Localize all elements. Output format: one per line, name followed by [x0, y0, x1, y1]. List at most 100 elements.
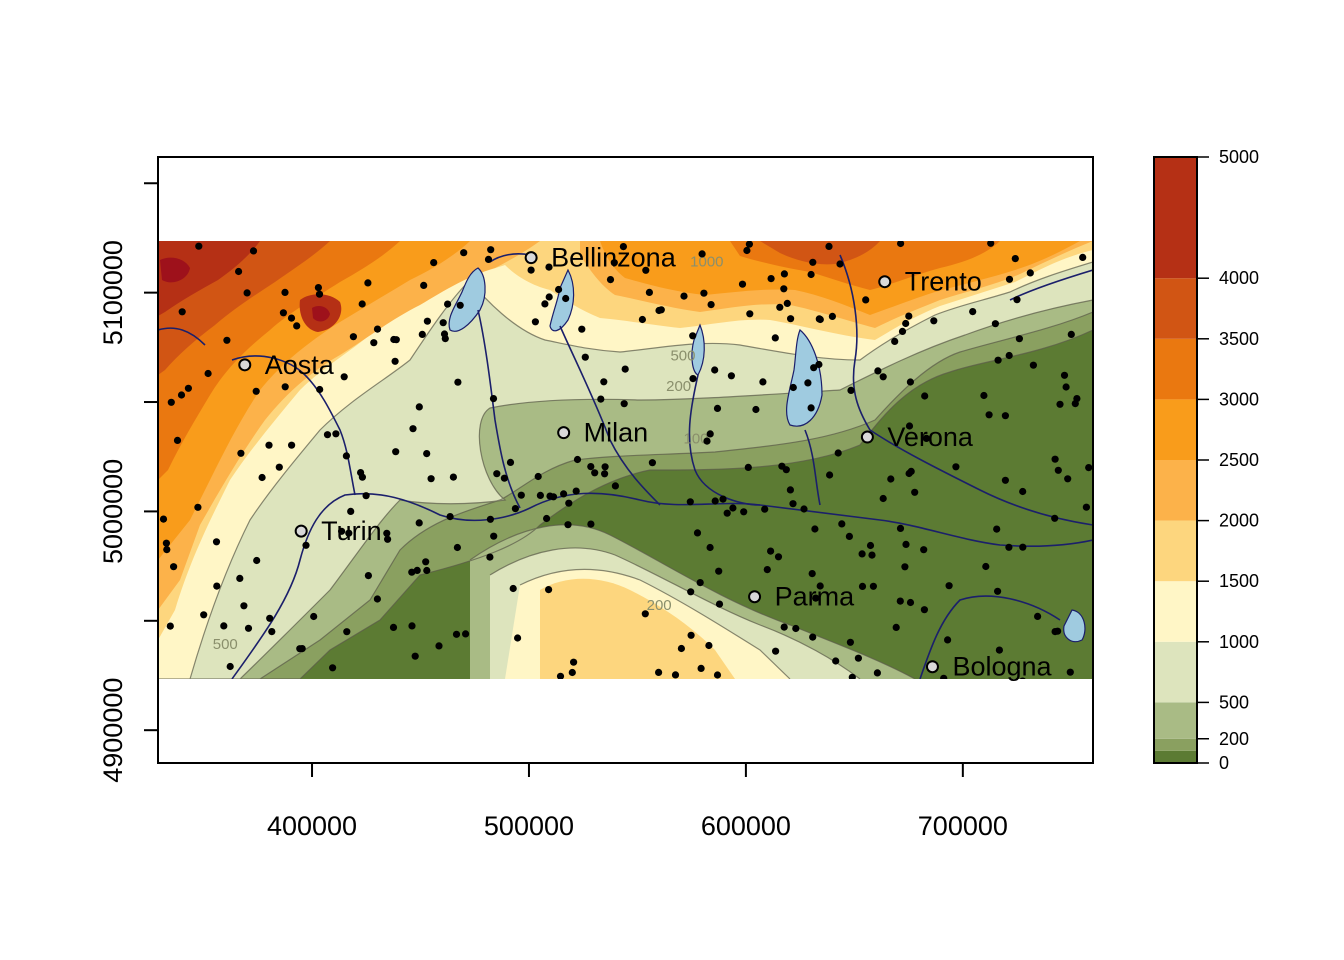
- station-point: [159, 515, 168, 523]
- station-point: [1064, 475, 1072, 483]
- contour-label: 200: [647, 597, 672, 614]
- station-point: [905, 312, 913, 320]
- station-point: [446, 513, 454, 521]
- station-point: [713, 404, 722, 412]
- station-point: [573, 455, 582, 464]
- station-point: [641, 610, 649, 618]
- legend-label: 3500: [1219, 329, 1259, 349]
- station-point: [162, 539, 170, 547]
- station-point: [655, 668, 663, 677]
- station-point: [619, 243, 628, 251]
- city-label: Milan: [584, 418, 649, 448]
- legend-swatch: [1154, 278, 1197, 339]
- station-point: [302, 541, 310, 549]
- station-point: [252, 387, 260, 395]
- station-point: [874, 367, 882, 375]
- station-point: [440, 330, 449, 338]
- station-point: [357, 469, 365, 477]
- station-point: [621, 365, 629, 373]
- river-reno: [919, 595, 1061, 679]
- station-point: [767, 275, 775, 283]
- station-point: [460, 249, 468, 257]
- station-point: [620, 400, 628, 408]
- station-point: [680, 292, 688, 300]
- legend-label: 1000: [1219, 632, 1259, 652]
- city-marker: [860, 430, 874, 444]
- station-point: [1071, 400, 1079, 408]
- station-point: [906, 598, 915, 607]
- station-point: [249, 247, 258, 255]
- station-point: [408, 568, 416, 576]
- station-point: [316, 385, 324, 394]
- legend-swatch: [1154, 460, 1197, 521]
- station-point: [408, 622, 416, 630]
- station-point: [1005, 275, 1014, 283]
- station-point: [275, 463, 283, 471]
- station-point: [545, 293, 553, 301]
- station-point: [828, 312, 837, 320]
- city-label: Verona: [887, 422, 974, 452]
- station-point: [995, 646, 1004, 654]
- station-point: [771, 334, 779, 342]
- station-point: [1019, 677, 1026, 679]
- station-point: [898, 327, 907, 335]
- station-point: [237, 449, 245, 457]
- station-point: [848, 673, 856, 679]
- station-point: [287, 314, 296, 322]
- station-point: [195, 242, 203, 250]
- river-oglio: [688, 374, 761, 506]
- station-point: [1051, 455, 1059, 463]
- station-point: [1001, 476, 1010, 484]
- station-point: [774, 553, 783, 561]
- station-point: [611, 482, 620, 490]
- station-point: [266, 614, 274, 622]
- station-point: [489, 395, 498, 403]
- station-point: [511, 505, 519, 513]
- station-point: [952, 463, 960, 471]
- legend-swatch: [1154, 520, 1197, 582]
- station-point: [493, 470, 501, 478]
- station-point: [743, 246, 751, 255]
- station-point: [706, 543, 714, 552]
- station-point: [982, 562, 990, 571]
- station-point: [545, 586, 553, 594]
- station-point: [389, 623, 398, 632]
- station-point: [1026, 269, 1034, 277]
- station-point: [763, 566, 771, 574]
- river-mincio: [804, 429, 821, 506]
- lake-maggiore: [448, 267, 486, 332]
- station-point: [706, 430, 714, 438]
- station-point: [1051, 628, 1059, 636]
- station-point: [727, 372, 736, 380]
- station-point: [610, 259, 618, 267]
- station-point: [826, 471, 834, 479]
- station-point: [869, 582, 878, 590]
- station-point: [891, 337, 899, 345]
- station-point: [1005, 543, 1013, 551]
- city-label: Aosta: [265, 350, 335, 380]
- station-point: [454, 378, 462, 386]
- legend-swatch: [1154, 702, 1197, 739]
- contour-label: 1000: [690, 253, 723, 270]
- station-point: [370, 339, 378, 347]
- station-point: [1079, 253, 1087, 261]
- station-point: [173, 436, 182, 444]
- station-point: [184, 384, 192, 392]
- city-marker: [748, 590, 762, 604]
- station-point: [423, 317, 431, 325]
- station-point: [761, 505, 769, 513]
- station-point: [729, 504, 737, 512]
- station-point: [786, 486, 795, 494]
- station-point: [897, 241, 905, 248]
- station-point: [740, 508, 748, 516]
- station-point: [815, 360, 823, 369]
- station-point: [323, 431, 332, 439]
- station-point: [780, 285, 788, 293]
- station-point: [358, 300, 366, 308]
- river-dora: [231, 355, 356, 496]
- river-trib-w: [158, 327, 206, 346]
- station-point: [587, 463, 595, 471]
- station-point: [677, 644, 686, 653]
- station-point: [854, 654, 863, 662]
- station-point: [383, 529, 391, 537]
